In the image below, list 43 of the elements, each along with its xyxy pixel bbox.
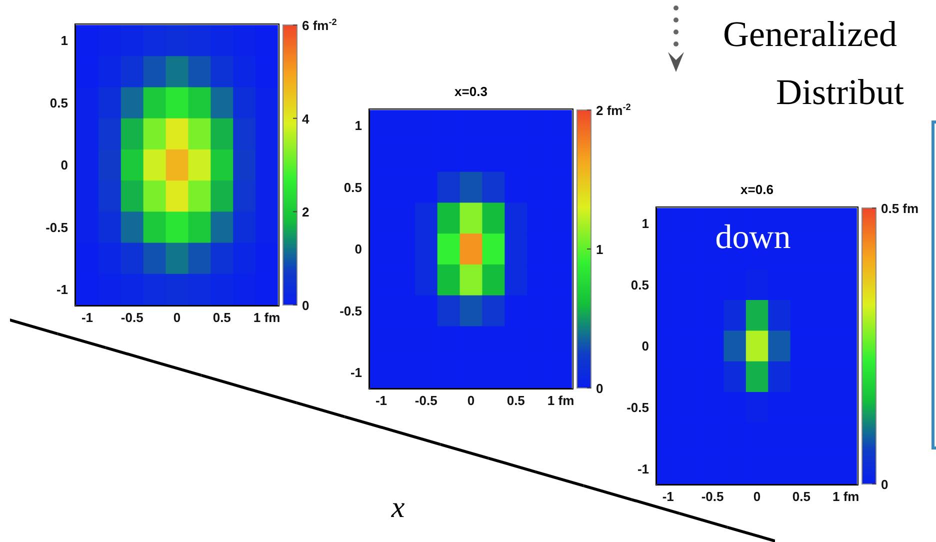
color-bar-label: 1 <box>596 242 604 257</box>
x-tick-label: -0.5 <box>120 310 144 326</box>
x-tick-label: -0.5 <box>414 393 438 408</box>
x-tick-label: 1 fm <box>547 393 574 408</box>
x-tick-label: 0.5 <box>506 393 525 408</box>
x-tick-label: 0.5 <box>212 310 231 326</box>
color-bar-label: 0 <box>881 477 888 492</box>
y-tick-label: 0.5 <box>50 95 68 110</box>
annotation: down <box>715 219 791 256</box>
y-tick-label: -1 <box>56 282 68 298</box>
x-tick-label: -1 <box>81 310 94 326</box>
color-bar-label: 0 <box>302 298 310 313</box>
color-bar-label: 4 <box>302 111 310 126</box>
y-tick-label: 0 <box>60 158 68 173</box>
y-tick-label: 1 <box>354 118 362 134</box>
color-bar-label: 6 fm$^{-2}$ <box>302 17 337 33</box>
x-tick-label: 0 <box>753 489 761 504</box>
y-tick-label: 1 <box>642 216 649 231</box>
color-bar-label: 2 fm$^{-2}$ <box>596 102 631 118</box>
y-tick-label: -1 <box>637 461 649 476</box>
y-tick-label: 0.5 <box>630 277 649 292</box>
x-tick-label: 0.5 <box>792 489 810 504</box>
y-tick-label: 1 <box>60 33 68 48</box>
chart-title: x=0.3 <box>454 84 488 99</box>
x-tick-label: 1 fm <box>832 489 860 504</box>
y-tick-label: 0.5 <box>344 180 362 195</box>
x-tick-label: -1 <box>662 489 674 504</box>
x-tick-label: 0 <box>467 393 475 408</box>
text: Generalized <box>723 14 897 54</box>
color-bar-label: 2 <box>302 204 310 220</box>
text: Distribut <box>776 72 904 112</box>
text: x <box>391 491 405 524</box>
chart-title: x=0.6 <box>740 182 774 197</box>
color-bar-label: 0 <box>596 381 604 396</box>
x-tick-label: 0 <box>173 310 181 326</box>
y-tick-label: 0 <box>642 338 649 354</box>
x-tick-label: 1 fm <box>253 310 280 326</box>
x-tick-label: -0.5 <box>701 489 724 504</box>
y-tick-label: -0.5 <box>46 220 68 235</box>
y-tick-label: 0 <box>354 242 362 257</box>
x-tick-label: -1 <box>375 393 388 408</box>
y-tick-label: -1 <box>350 365 362 380</box>
color-bar-label: 0.5 fm <box>881 201 919 216</box>
